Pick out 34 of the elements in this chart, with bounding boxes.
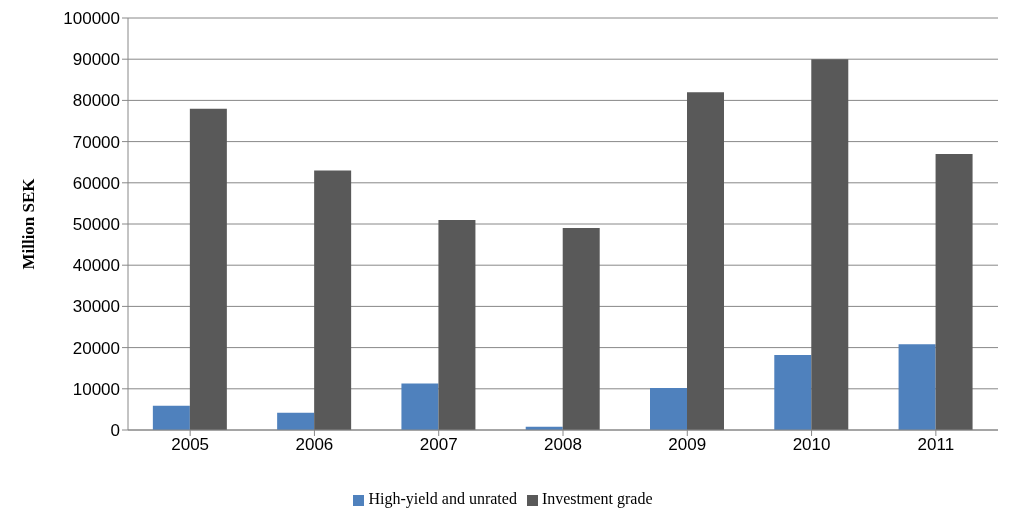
- bar: [935, 153, 973, 430]
- x-tick-label: 2011: [917, 435, 955, 455]
- y-tick-label: 80000: [72, 91, 120, 111]
- bar: [438, 219, 476, 430]
- y-tick-label: 10000: [72, 379, 120, 399]
- y-tick-label: 20000: [72, 338, 120, 358]
- x-tick-label: 2006: [295, 435, 334, 455]
- bar: [277, 412, 315, 430]
- y-tick-label: 0: [110, 421, 120, 441]
- x-tick-label: 2009: [668, 435, 707, 455]
- legend-label: High-yield and unrated: [368, 490, 517, 507]
- bar: [811, 59, 849, 430]
- bar: [401, 383, 439, 430]
- y-tick-label: 60000: [72, 173, 120, 193]
- bar: [189, 108, 227, 430]
- legend-label: Investment grade: [541, 490, 653, 507]
- bar: [774, 355, 812, 430]
- y-tick-label: 90000: [72, 50, 120, 70]
- bar: [687, 92, 724, 430]
- x-tick-label: 2007: [419, 435, 458, 455]
- y-tick-label: 100000: [63, 9, 120, 29]
- bar: [650, 387, 687, 430]
- bar: [314, 170, 352, 430]
- bar: [562, 228, 600, 430]
- bar: [152, 405, 190, 430]
- x-tick-label: 2010: [792, 435, 831, 455]
- x-tick-label: 2005: [171, 435, 210, 455]
- y-tick-label: 50000: [72, 215, 120, 235]
- bar: [898, 344, 936, 430]
- y-axis-title: Million SEK: [19, 177, 39, 270]
- y-tick-label: 40000: [72, 256, 120, 276]
- y-tick-label: 70000: [72, 132, 120, 152]
- x-tick-label: 2008: [544, 435, 582, 455]
- y-tick-label: 30000: [72, 297, 120, 317]
